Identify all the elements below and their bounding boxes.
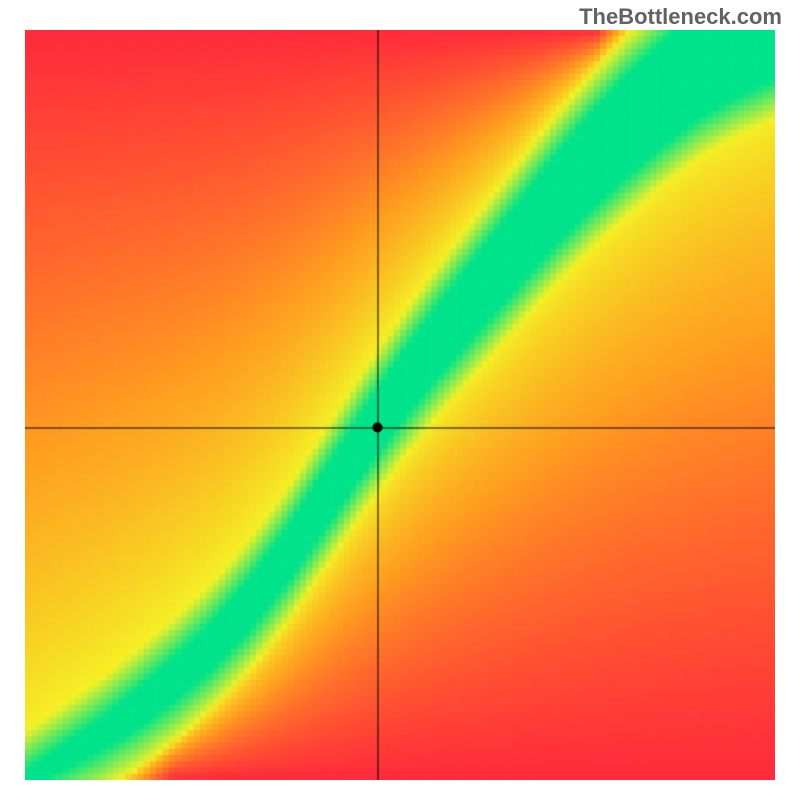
heatmap-canvas <box>25 30 775 780</box>
watermark-label: TheBottleneck.com <box>579 4 782 30</box>
bottleneck-heatmap <box>25 30 775 780</box>
